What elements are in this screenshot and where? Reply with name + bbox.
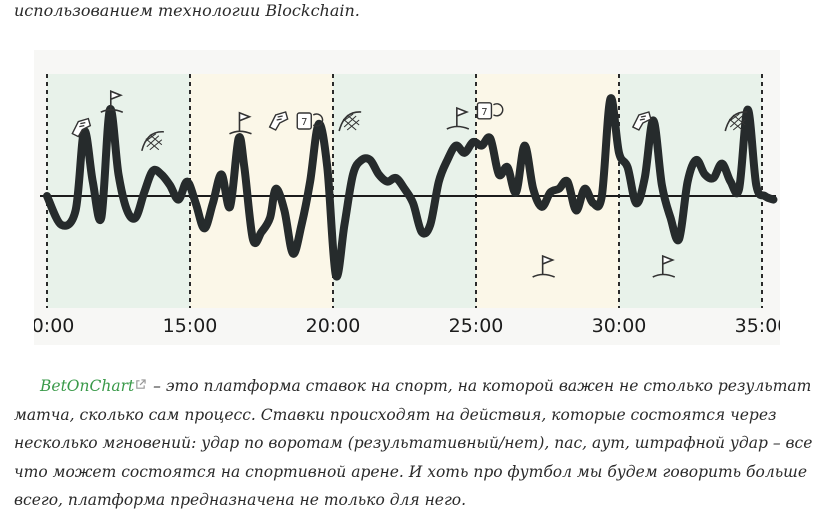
intro-text-tail: использованием технологии Blockchain. xyxy=(14,1,360,20)
substitution-icon: 7 xyxy=(476,102,504,120)
x-axis-ticks: 10:00 15:00 20:00 25:00 30:00 35:00 xyxy=(34,315,780,337)
corner-flag-icon xyxy=(100,90,124,113)
event-icons: 77 xyxy=(71,90,748,278)
svg-text:7: 7 xyxy=(481,107,487,118)
corner-flag-icon xyxy=(446,106,470,130)
x-tick-label: 30:00 xyxy=(592,315,647,337)
x-tick-label: 25:00 xyxy=(449,315,504,337)
substitution-icon: 7 xyxy=(296,112,324,130)
goal-net-icon xyxy=(338,111,362,132)
x-tick-label: 20:00 xyxy=(306,315,361,337)
goal-net-icon xyxy=(724,111,748,132)
kick-icon xyxy=(71,117,92,138)
x-tick-label: 10:00 xyxy=(34,315,74,337)
svg-text:7: 7 xyxy=(301,117,307,128)
x-tick-label: 35:00 xyxy=(735,315,780,337)
goal-net-icon xyxy=(141,130,164,151)
x-tick-label: 15:00 xyxy=(163,315,218,337)
description-text: – это платформа ставок на спорт, на кото… xyxy=(14,377,813,510)
activity-line xyxy=(43,94,778,281)
platform-description: BetOnChart – это платформа ставок на спо… xyxy=(14,372,814,515)
external-link-icon xyxy=(136,379,146,389)
corner-flag-icon xyxy=(229,111,252,135)
corner-flag-icon xyxy=(532,254,555,278)
kick-icon xyxy=(631,111,652,131)
betonchart-link[interactable]: BetOnChart xyxy=(40,377,148,395)
kick-icon xyxy=(268,111,289,131)
corner-flag-icon xyxy=(652,254,676,278)
